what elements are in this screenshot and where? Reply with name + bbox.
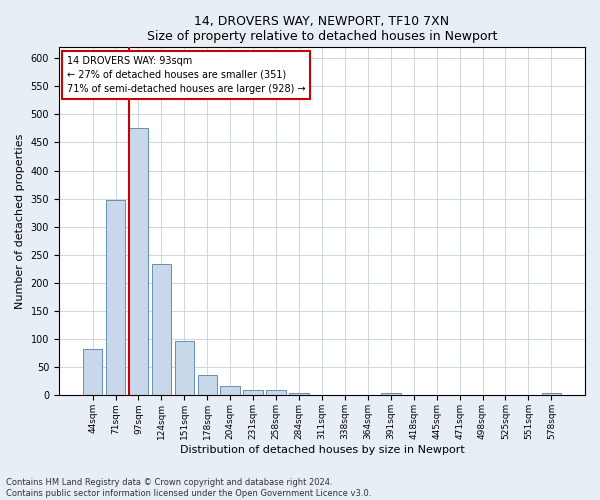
Bar [152, 264, 171, 396]
Text: 14 DROVERS WAY: 93sqm
← 27% of detached houses are smaller (351)
71% of semi-det: 14 DROVERS WAY: 93sqm ← 27% of detached … [67, 56, 305, 94]
Y-axis label: Number of detached properties: Number of detached properties [15, 134, 25, 309]
Bar [220, 386, 240, 396]
Bar [542, 392, 561, 396]
Bar [381, 392, 401, 396]
Bar [83, 350, 103, 396]
Bar [312, 395, 332, 396]
Bar [289, 393, 309, 396]
Bar [128, 128, 148, 396]
Bar [106, 200, 125, 396]
Text: Contains HM Land Registry data © Crown copyright and database right 2024.
Contai: Contains HM Land Registry data © Crown c… [6, 478, 371, 498]
Bar [266, 390, 286, 396]
Bar [175, 342, 194, 396]
Title: 14, DROVERS WAY, NEWPORT, TF10 7XN
Size of property relative to detached houses : 14, DROVERS WAY, NEWPORT, TF10 7XN Size … [147, 15, 497, 43]
X-axis label: Distribution of detached houses by size in Newport: Distribution of detached houses by size … [179, 445, 464, 455]
Bar [197, 374, 217, 396]
Bar [244, 390, 263, 396]
